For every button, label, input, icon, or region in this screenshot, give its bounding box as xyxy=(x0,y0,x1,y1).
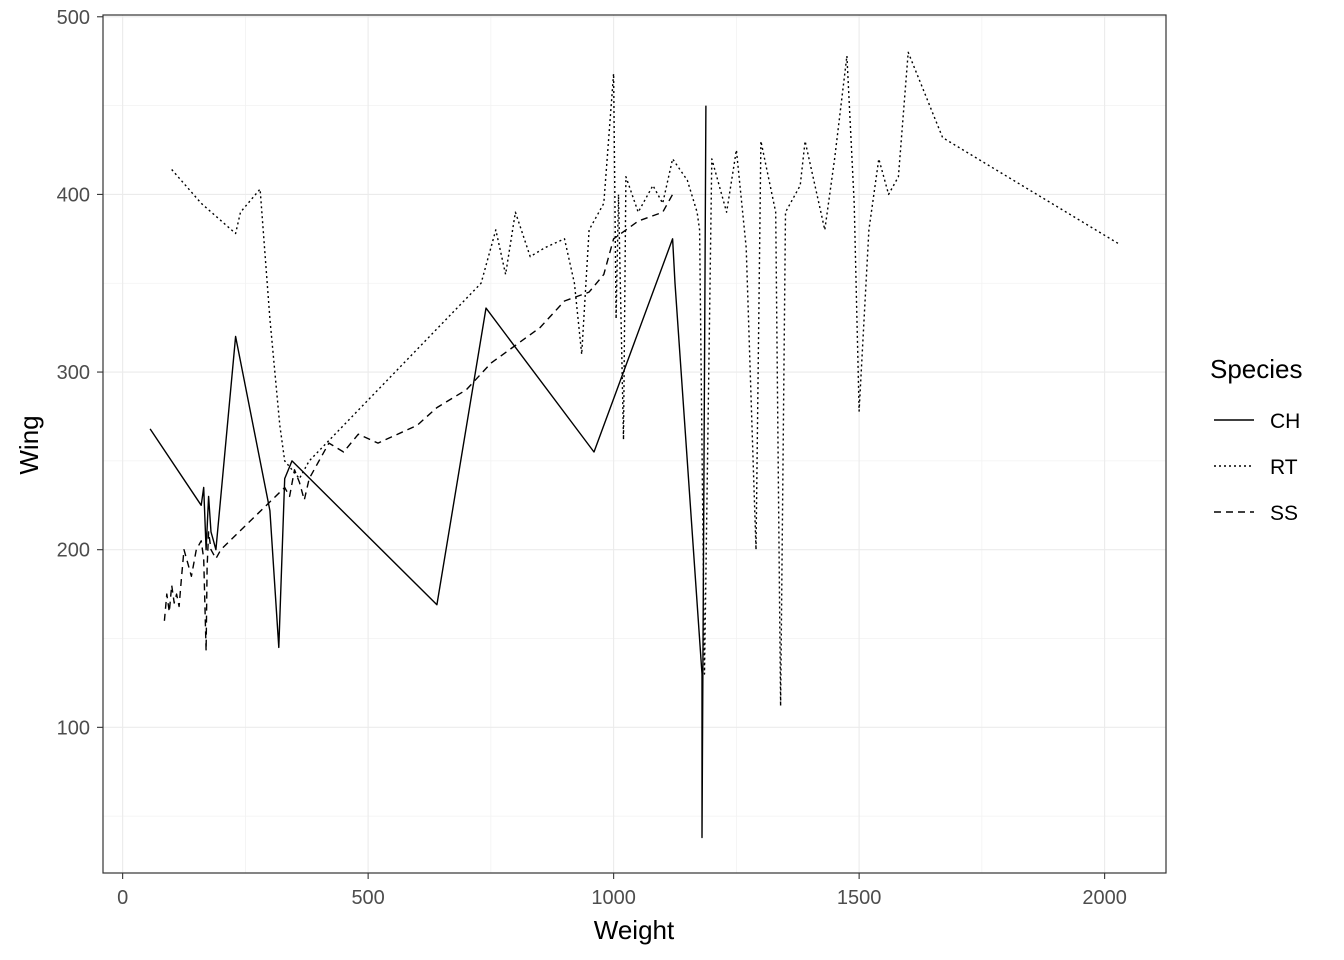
series-line-ch xyxy=(149,105,707,839)
y-tick-label: 300 xyxy=(57,362,90,384)
legend-label-rt: RT xyxy=(1270,456,1298,479)
x-axis-ticks: 0 500 1000 1500 2000 xyxy=(117,873,1127,909)
legend: Species CH RT SS xyxy=(1210,354,1303,525)
y-axis-title: Wing xyxy=(14,415,44,474)
y-axis-ticks: 100 200 300 400 500 xyxy=(57,7,103,739)
x-tick-label: 500 xyxy=(351,887,384,909)
x-tick-label: 2000 xyxy=(1082,887,1127,909)
legend-title: Species xyxy=(1210,354,1303,384)
legend-item-ss: SS xyxy=(1214,502,1298,525)
x-tick-label: 1000 xyxy=(591,887,636,909)
x-tick-label: 1500 xyxy=(837,887,882,909)
plot-panel-border xyxy=(102,14,1167,874)
major-gridlines xyxy=(103,15,1166,873)
legend-item-ch: CH xyxy=(1214,410,1300,433)
series-line-rt xyxy=(171,51,1120,707)
series-line-ss xyxy=(163,194,674,652)
legend-item-rt: RT xyxy=(1214,456,1298,479)
y-tick-label: 200 xyxy=(57,540,90,562)
minor-gridlines xyxy=(103,15,1166,873)
series-layer xyxy=(149,51,1120,839)
x-tick-label: 0 xyxy=(117,887,128,909)
y-tick-label: 400 xyxy=(57,184,90,206)
legend-label-ss: SS xyxy=(1270,502,1298,525)
x-axis-title: Weight xyxy=(594,915,675,945)
legend-label-ch: CH xyxy=(1270,410,1300,433)
y-tick-label: 100 xyxy=(57,717,90,739)
y-tick-label: 500 xyxy=(57,7,90,29)
